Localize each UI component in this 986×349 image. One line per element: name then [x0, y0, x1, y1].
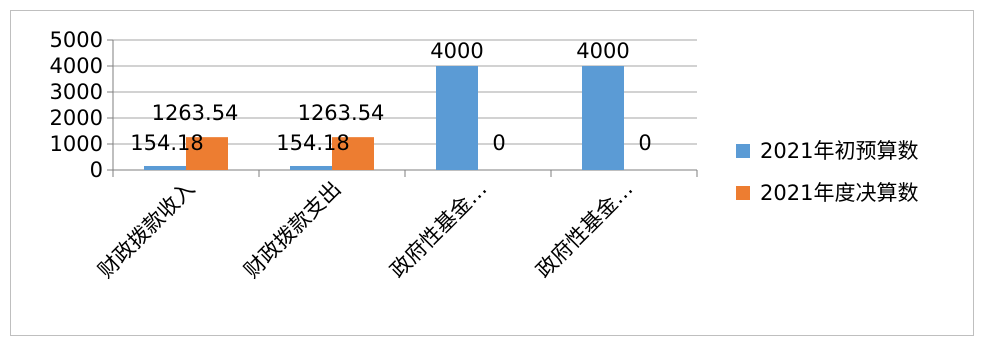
y-tick-label: 3000: [50, 80, 103, 104]
bar-budget-4: [582, 66, 624, 170]
bar-budget-3: [436, 66, 478, 170]
chart-frame: [10, 10, 974, 336]
legend-label: 2021年度决算数: [760, 181, 918, 205]
category-label: 政府性基金…: [531, 177, 637, 283]
data-label: 154.18: [276, 131, 349, 155]
bars: [144, 66, 624, 170]
y-tick-label: 5000: [50, 28, 103, 52]
y-tick-label: 4000: [50, 54, 103, 78]
y-tick-label: 0: [90, 158, 103, 182]
data-label: 4000: [576, 39, 629, 63]
y-tick-label: 1000: [50, 132, 103, 156]
category-label: 政府性基金…: [385, 177, 491, 283]
data-label: 0: [638, 131, 651, 155]
bar-final-2: [332, 137, 374, 170]
bar-final-1: [186, 137, 228, 170]
legend-label: 2021年初预算数: [760, 139, 918, 163]
bar-budget-2: [290, 165, 332, 170]
bar-budget-1: [144, 165, 186, 170]
data-label: 1263.54: [298, 101, 385, 125]
data-label: 154.18: [130, 131, 203, 155]
data-label: 1263.54: [152, 101, 239, 125]
legend-swatch: [736, 186, 750, 200]
legend: 2021年初预算数 2021年度决算数: [736, 139, 918, 205]
category-label: 财政拨款支出: [239, 177, 345, 283]
data-label: 4000: [430, 39, 483, 63]
category-labels: 财政拨款收入 财政拨款支出 政府性基金… 政府性基金…: [93, 177, 637, 283]
y-tick-label: 2000: [50, 106, 103, 130]
data-label: 0: [492, 131, 505, 155]
legend-swatch: [736, 144, 750, 158]
category-label: 财政拨款收入: [93, 177, 199, 283]
data-labels: 154.18 1263.54 154.18 1263.54 4000 0 4000 0: [130, 39, 651, 155]
